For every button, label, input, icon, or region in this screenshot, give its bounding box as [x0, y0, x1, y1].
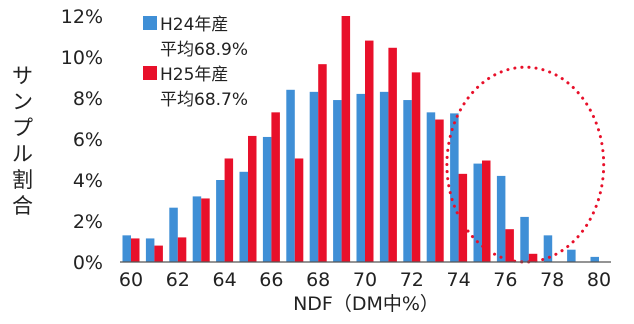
- bar-h25-63: [201, 198, 210, 262]
- y-axis-label-char: ン: [12, 90, 33, 114]
- y-tick-label: 4%: [73, 170, 103, 192]
- bar-h25-77: [528, 253, 538, 262]
- bar-h25-66: [271, 112, 280, 262]
- x-tick-label: 80: [587, 269, 611, 291]
- bar-h24-65: [239, 171, 248, 262]
- bar-h25-71: [388, 47, 397, 262]
- legend-note-h25: 平均68.7%: [160, 90, 248, 110]
- bar-h25-60: [131, 238, 140, 262]
- legend-note-h24: 平均68.9%: [160, 40, 248, 60]
- bar-h24-70: [356, 93, 365, 263]
- y-axis-label-char: 割: [12, 168, 33, 192]
- bar-h24-73: [426, 112, 436, 262]
- x-tick-label: 78: [540, 269, 564, 291]
- bar-h24-61: [145, 238, 155, 262]
- x-tick-label: 72: [400, 269, 424, 291]
- bar-h25-75: [482, 160, 491, 262]
- bar-h24-78: [543, 235, 553, 262]
- annotation-group: [445, 65, 606, 264]
- bar-h24-76: [496, 175, 506, 262]
- bar-h24-75: [473, 163, 482, 262]
- bar-h25-68: [318, 64, 327, 262]
- y-tick-label: 2%: [73, 211, 103, 233]
- x-tick-label: 64: [213, 269, 237, 291]
- bar-h24-60: [122, 235, 131, 262]
- bar-h25-67: [294, 158, 304, 262]
- legend-swatch-h24: [143, 16, 157, 30]
- x-tick-label: 60: [119, 269, 143, 291]
- y-axis-label-char: 合: [12, 194, 33, 218]
- bar-h25-65: [248, 135, 257, 262]
- x-tick-label: 70: [353, 269, 377, 291]
- y-axis-label-char: プ: [12, 116, 33, 140]
- bar-h24-64: [216, 180, 225, 262]
- x-tick-labels: 60 62 64 66 68 70 72 74 76 78 80: [119, 269, 611, 291]
- bar-h25-62: [177, 237, 187, 262]
- bar-h24-79: [567, 249, 576, 262]
- bar-h25-64: [224, 158, 234, 262]
- x-axis-label: NDF（DM中%）: [293, 293, 439, 315]
- y-tick-label: 10%: [61, 47, 103, 69]
- y-axis-label-char: サ: [12, 64, 33, 88]
- bar-h24-80: [590, 256, 599, 263]
- y-tick-label: 6%: [73, 129, 103, 151]
- bar-h25-72: [411, 72, 421, 263]
- x-tick-label: 66: [259, 269, 283, 291]
- bar-h24-71: [379, 91, 389, 262]
- x-tick-label: 74: [447, 269, 471, 291]
- dotted-ellipse-annotation: [445, 65, 606, 264]
- y-tick-label: 12%: [61, 6, 103, 28]
- bar-h24-66: [262, 136, 272, 262]
- bar-h24-63: [192, 196, 202, 262]
- bar-h24-69: [333, 100, 342, 262]
- legend: H24年産 平均68.9% H25年産 平均68.7%: [143, 15, 248, 110]
- x-tick-label: 62: [166, 269, 190, 291]
- bar-h25-61: [154, 245, 163, 262]
- bar-h24-62: [169, 207, 178, 262]
- x-tick-label: 76: [493, 269, 517, 291]
- bar-h25-70: [365, 40, 374, 262]
- y-tick-labels: 0% 2% 4% 6% 8% 10% 12%: [61, 6, 103, 274]
- bar-h24-68: [309, 91, 319, 262]
- y-axis-label-char: ル: [12, 142, 33, 166]
- bar-h24-67: [286, 89, 295, 262]
- bar-h24-72: [403, 100, 412, 262]
- bar-h25-74: [458, 173, 468, 262]
- x-tick-label: 68: [306, 269, 330, 291]
- bar-h24-77: [520, 216, 529, 262]
- y-tick-label: 8%: [73, 88, 103, 110]
- bar-h25-73: [435, 119, 444, 262]
- y-tick-label: 0%: [73, 252, 103, 274]
- legend-swatch-h25: [143, 66, 157, 80]
- legend-label-h24: H24年産: [160, 15, 228, 35]
- bars-group: [122, 16, 599, 263]
- bar-h24-74: [450, 113, 459, 263]
- bar-h25-76: [505, 229, 514, 262]
- legend-label-h25: H25年産: [160, 65, 228, 85]
- bar-h25-69: [341, 16, 351, 262]
